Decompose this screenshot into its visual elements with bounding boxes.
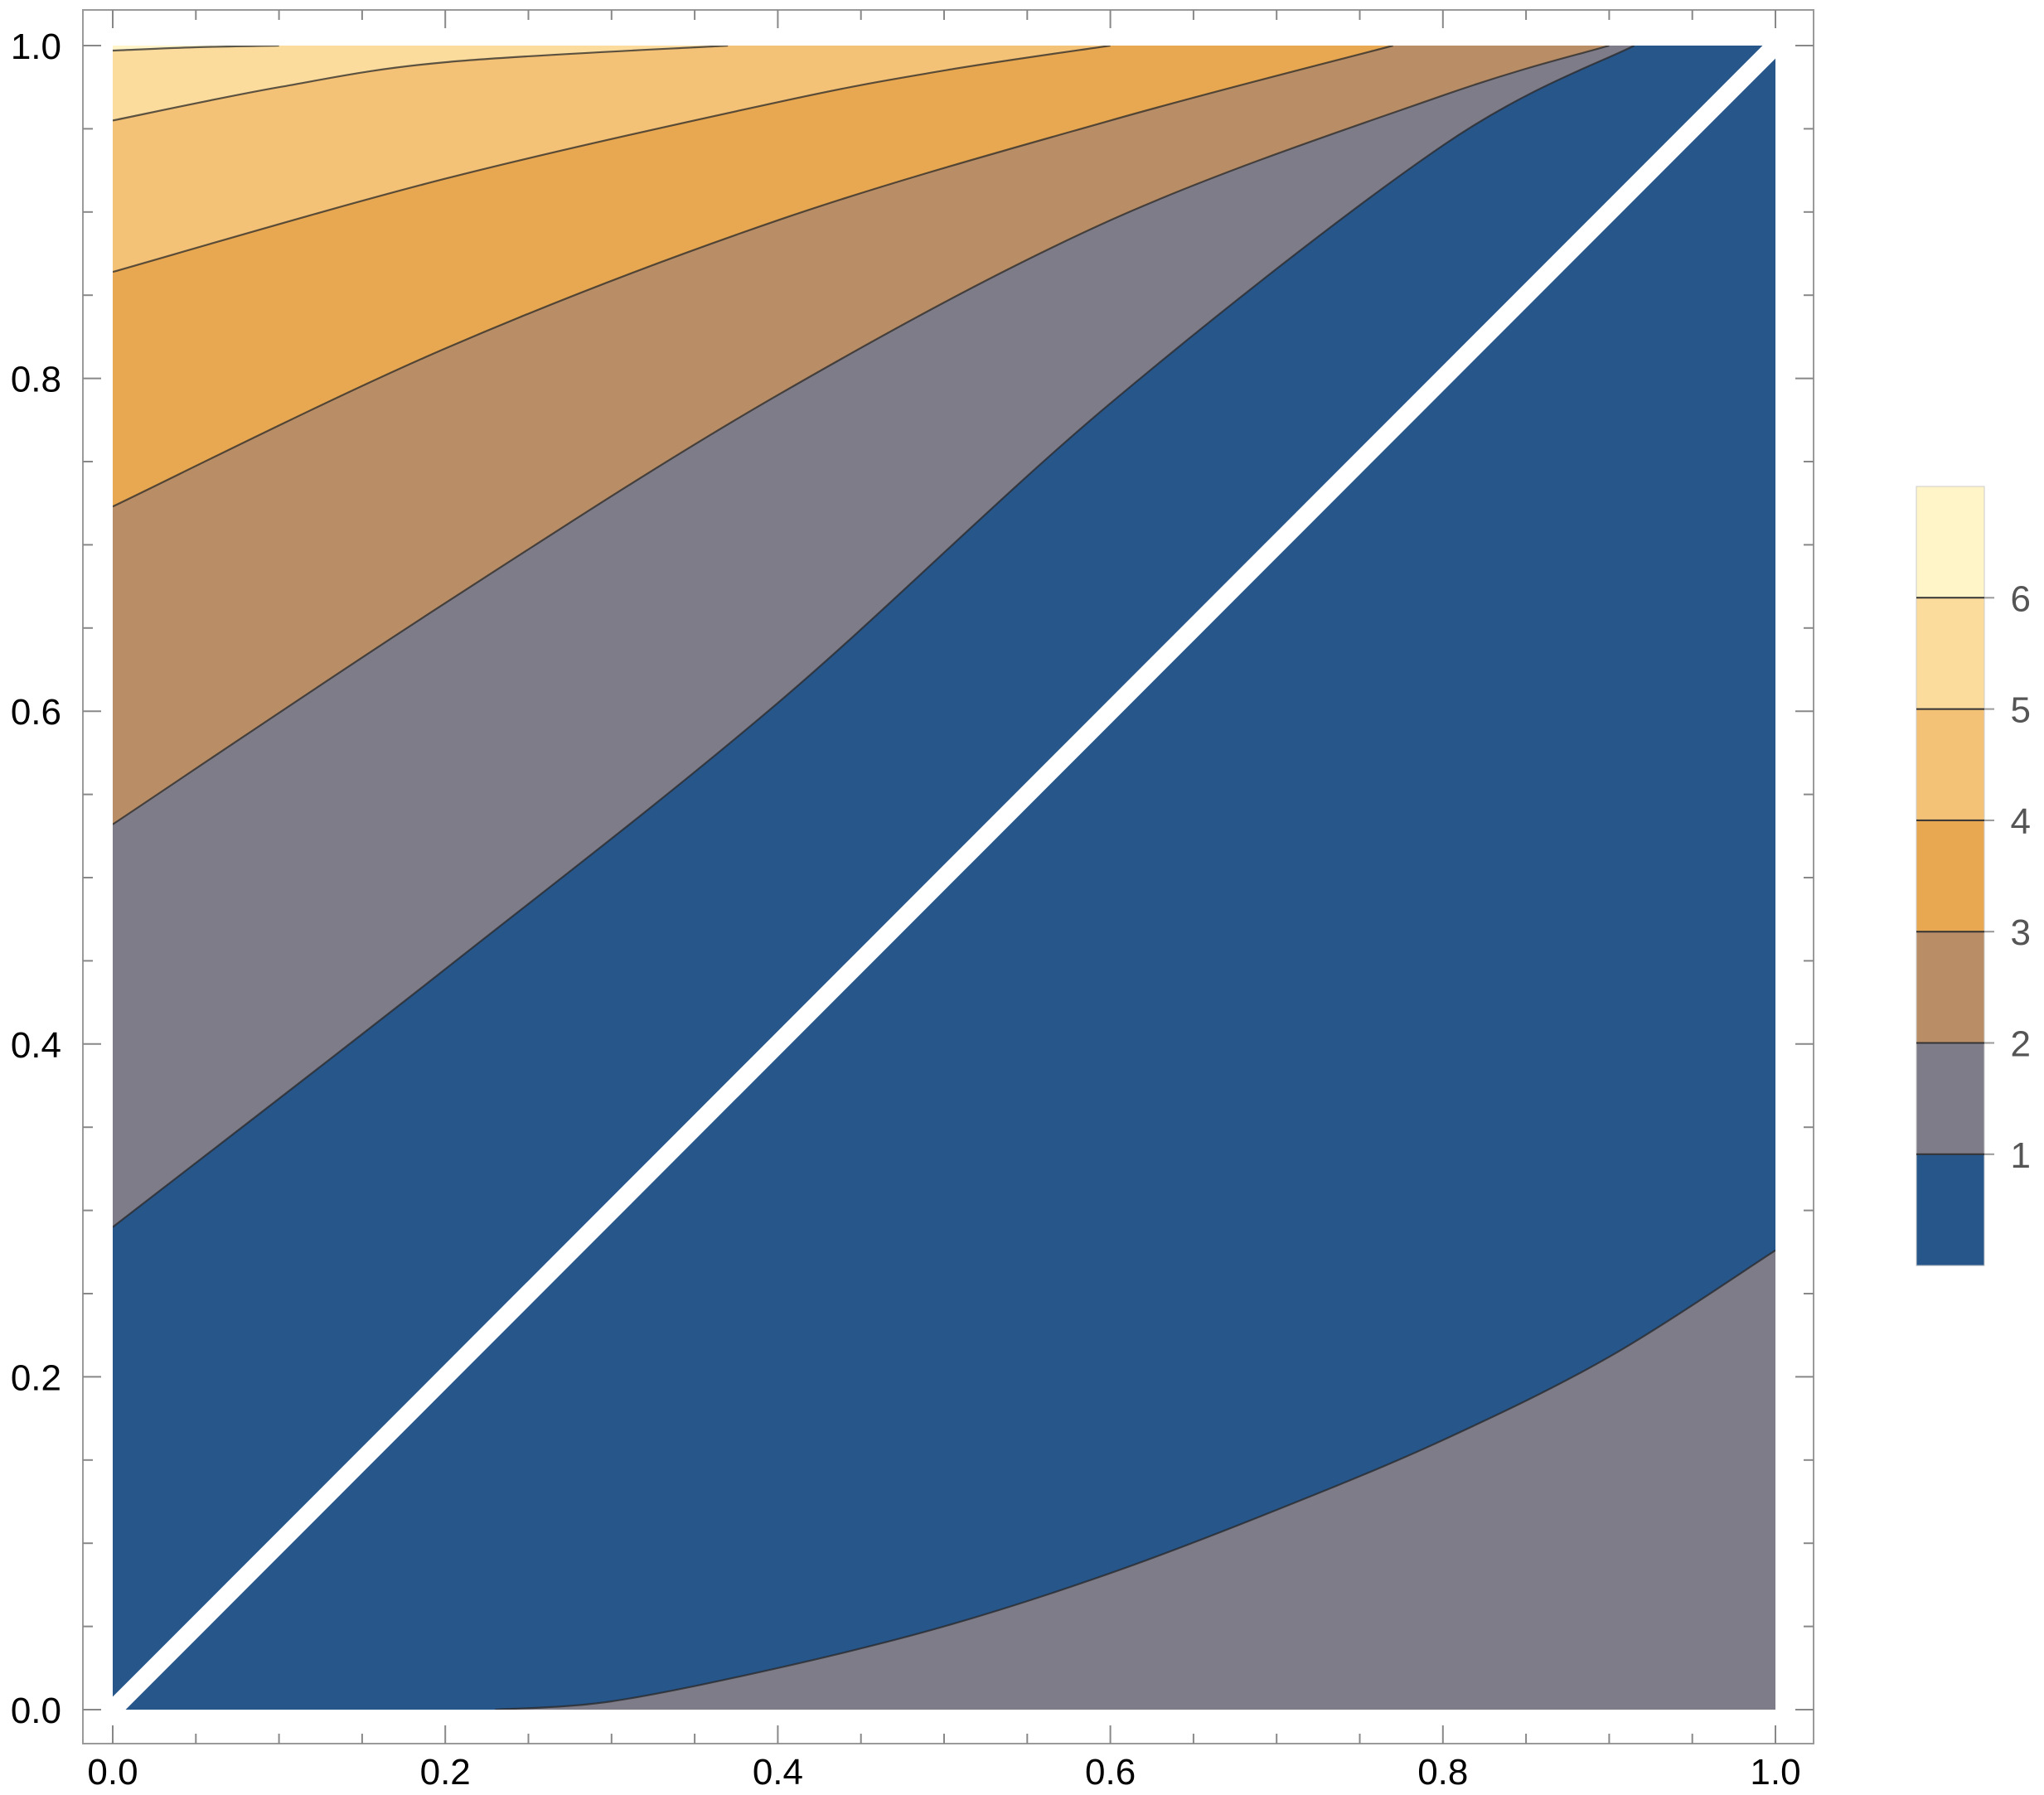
legend-swatch-3: [1916, 820, 1984, 932]
contour-band-level-6: [113, 46, 279, 51]
legend-label: 3: [2011, 912, 2031, 953]
y-tick-label: 0.4: [11, 1025, 61, 1066]
contour-band-level-5: [113, 46, 729, 121]
legend-swatch-4: [1916, 709, 1984, 821]
legend-label: 6: [2011, 578, 2031, 619]
contour-line-0: [113, 46, 1635, 1228]
x-tick-label: 1.0: [1750, 1752, 1800, 1793]
x-tick-label: 0.4: [753, 1752, 803, 1793]
y-tick-label: 1.0: [11, 27, 61, 67]
contour-line-5: [113, 46, 279, 52]
legend: 1 2 3 4 5 6: [1916, 486, 2031, 1266]
legend-label: 1: [2011, 1135, 2031, 1176]
axis-ticks: 0.0 0.2 0.4 0.6 0.8 1.0 0.0 0.2 0.4 0.6 0.8 1.0: [11, 10, 1814, 1793]
legend-swatch-5: [1916, 598, 1984, 710]
contour-line-4: [113, 46, 729, 122]
x-tick-label: 0.8: [1417, 1752, 1468, 1793]
legend-swatch-0: [1916, 1154, 1984, 1266]
legend-border: [1916, 486, 1985, 1266]
legend-swatch-6: [1916, 486, 1984, 598]
contour-line-3: [113, 46, 1111, 273]
x-tick-label: 0.6: [1085, 1752, 1136, 1793]
y-tick-label: 0.6: [11, 692, 61, 733]
legend-swatch-1: [1916, 1043, 1984, 1155]
contour-band-level-4: [113, 46, 1111, 273]
contour-line-2: [113, 46, 1393, 508]
diagonal-line: [113, 46, 1775, 1710]
legend-label: 5: [2011, 690, 2031, 731]
contour-line-6: [495, 1249, 1775, 1710]
contour-band-lower-level-1: [495, 1250, 1775, 1710]
x-tick-label: 0.2: [420, 1752, 471, 1793]
diagonal-line-group: [113, 46, 1775, 1710]
x-tick-label: 0.0: [87, 1752, 138, 1793]
y-tick-label: 0.8: [11, 360, 61, 400]
legend-label: 2: [2011, 1024, 2031, 1065]
contour-line-1: [113, 46, 1610, 825]
contour-lines: [113, 46, 1775, 1710]
legend-swatch-2: [1916, 931, 1984, 1043]
y-tick-label: 0.2: [11, 1357, 61, 1398]
legend-label: 4: [2011, 801, 2031, 842]
y-tick-label: 0.0: [11, 1691, 61, 1731]
